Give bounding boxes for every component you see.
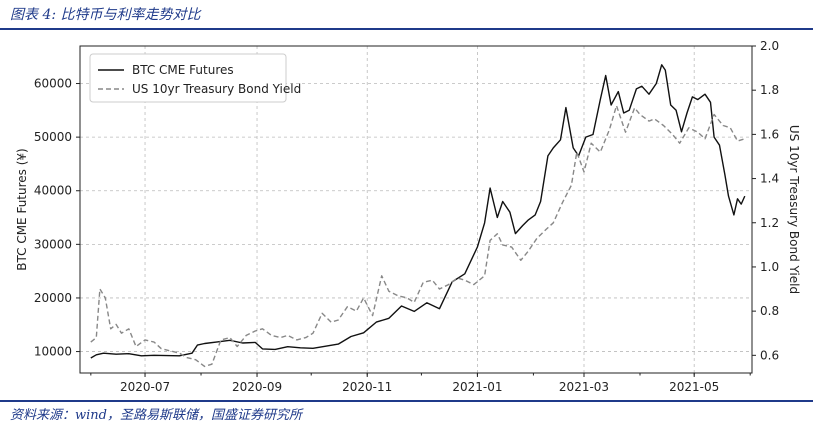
bottom-rule (0, 400, 813, 402)
x-tick-label: 2021-05 (669, 380, 719, 394)
y-left-tick-label: 10000 (34, 345, 72, 359)
legend-label-yield: US 10yr Treasury Bond Yield (132, 82, 301, 96)
legend: BTC CME Futures US 10yr Treasury Bond Yi… (89, 53, 301, 103)
plot-frame (79, 45, 753, 374)
y-left-tick-label: 50000 (34, 130, 72, 144)
x-tick-label: 2021-01 (452, 380, 502, 394)
y-left-tick-label: 30000 (34, 237, 72, 251)
y-left-tick-label: 40000 (34, 184, 72, 198)
x-tick-label: 2020-07 (120, 380, 170, 394)
source-note: 资料来源：wind，圣路易斯联储，国盛证券研究所 (10, 408, 302, 423)
top-rule (0, 28, 813, 30)
legend-box (89, 53, 287, 103)
x-tick-label: 2021-03 (559, 380, 609, 394)
y-left-tick-label: 60000 (34, 77, 72, 91)
series-line-yield (90, 105, 746, 368)
y-right-tick-label: 1.0 (760, 260, 779, 274)
grid (80, 46, 752, 373)
series-layer (90, 64, 746, 368)
y-left-tick-label: 20000 (34, 291, 72, 305)
axes: 2020-07 2020-09 2020-11 2021-01 2021-03 2021-… (34, 39, 779, 394)
y-right-tick-label: 1.2 (760, 216, 779, 230)
figure-title: 图表 4: 比特币与利率走势对比 (10, 7, 201, 23)
x-tick-label: 2020-11 (342, 380, 392, 394)
series-line-btc (90, 64, 746, 359)
y-right-tick-label: 0.8 (760, 304, 779, 318)
legend-label-btc: BTC CME Futures (132, 63, 234, 77)
y-right-tick-label: 1.8 (760, 83, 779, 97)
y-right-tick-label: 2.0 (760, 39, 779, 53)
y-axis-right-label: US 10yr Treasury Bond Yield (787, 125, 801, 294)
y-right-tick-label: 1.4 (760, 172, 779, 186)
y-axis-left-label: BTC CME Futures (¥) (15, 148, 29, 270)
y-right-tick-label: 0.6 (760, 348, 779, 362)
x-tick-label: 2020-09 (232, 380, 282, 394)
y-right-tick-label: 1.6 (760, 127, 779, 141)
line-chart: 2020-07 2020-09 2020-11 2021-01 2021-03 2021-… (15, 39, 801, 394)
